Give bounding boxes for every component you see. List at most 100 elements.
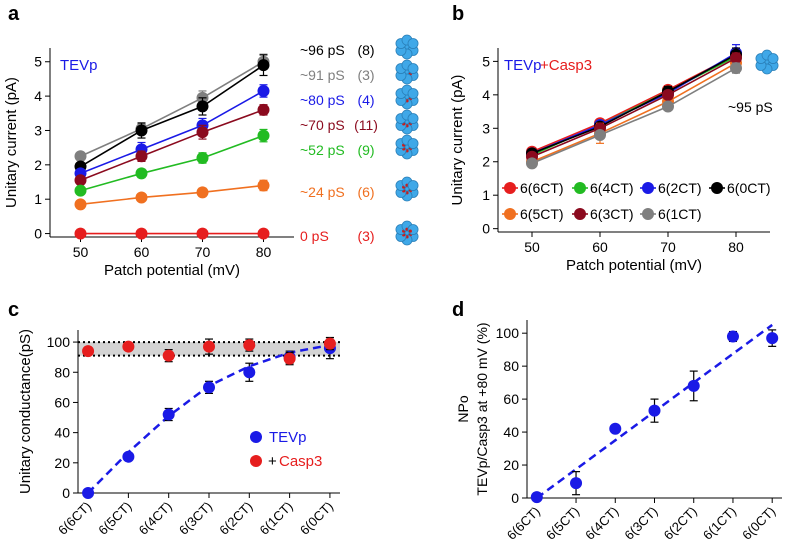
- series-n-6: (3): [357, 228, 374, 244]
- channel-icon-5-subunit: [407, 180, 419, 191]
- x-category-label: 6(3CT): [176, 499, 215, 538]
- legend-swatch-marker: [504, 208, 516, 220]
- panel-letter-d: d: [452, 299, 464, 321]
- series-n-2: (4): [357, 92, 374, 108]
- y-tick-label: 20: [503, 457, 519, 473]
- y-tick-label: 0: [511, 490, 519, 506]
- data-point-tevp: [122, 450, 135, 463]
- legend-prefix-casp3: +: [268, 453, 277, 470]
- panel-letter-c: c: [8, 299, 19, 321]
- x-axis-title: Patch potential (mV): [104, 262, 240, 279]
- data-point: [609, 422, 622, 435]
- legend: TEVp + Casp3: [250, 429, 322, 470]
- legend-swatch-marker: [642, 182, 654, 194]
- series-line-0: [80, 61, 264, 157]
- x-category-label: 6(2CT): [661, 504, 700, 543]
- data-point-casp3: [283, 352, 296, 365]
- x-category-label: 6(0CT): [297, 499, 336, 538]
- y-tick-label: 80: [503, 358, 519, 374]
- y-tick-label: 3: [482, 120, 490, 136]
- legend-swatch-marker: [504, 182, 516, 194]
- y-tick-label: 2: [482, 154, 490, 170]
- data-point: [648, 404, 661, 417]
- data-point-4: [196, 151, 209, 164]
- x-tick-label: 80: [256, 244, 272, 260]
- data-point-1: [196, 100, 209, 113]
- y-tick-label: 2: [34, 157, 42, 173]
- legend-label: 6(6CT): [520, 180, 564, 196]
- y-tick-label: 0: [482, 221, 490, 237]
- data-point-3: [135, 150, 148, 163]
- channel-icon-6-ct-mark: [408, 229, 412, 233]
- data-point-casp3: [122, 340, 135, 353]
- y-tick-label: 1: [34, 191, 42, 207]
- data-point-5: [257, 179, 270, 192]
- panel-letter-a: a: [8, 3, 20, 25]
- inset-label-casp3: +Casp3: [540, 57, 592, 74]
- channel-icon-0-subunit: [407, 63, 419, 74]
- data-point-tevp: [162, 408, 175, 421]
- series-label-6: 0 pS: [300, 228, 329, 244]
- data-point: [726, 330, 739, 343]
- legend-label-casp3: Casp3: [279, 453, 322, 470]
- data-point-tevp: [203, 381, 215, 394]
- x-category-label: 6(1CT): [700, 504, 739, 543]
- legend-swatch-marker: [574, 208, 586, 220]
- series-n-0: (3): [357, 67, 374, 83]
- x-tick-label: 50: [73, 244, 89, 260]
- series-line-3: [531, 53, 737, 155]
- channel-icon-6-subunit: [407, 224, 419, 235]
- data-point-5: [135, 191, 148, 204]
- legend-swatch-marker: [711, 182, 723, 194]
- y-tick-label: 4: [482, 87, 490, 103]
- series-n-3: (11): [354, 117, 378, 133]
- legend-label-tevp: TEVp: [269, 429, 307, 446]
- data-point-0: [74, 150, 87, 163]
- x-tick-label: 80: [728, 239, 744, 255]
- series-label-3: ~70 pS: [300, 117, 345, 133]
- y-tick-label: 20: [54, 455, 70, 471]
- y-tick-label: 1: [482, 187, 490, 203]
- x-category-label: 6(4CT): [582, 504, 621, 543]
- data-point-casp3: [82, 345, 95, 358]
- data-point-4: [74, 184, 87, 197]
- x-tick-label: 70: [660, 239, 676, 255]
- data-point-6: [74, 227, 87, 240]
- x-tick-label: 50: [524, 239, 540, 255]
- data-point: [766, 332, 779, 345]
- legend-swatch-marker: [574, 182, 586, 194]
- legend-swatch-marker: [642, 208, 654, 220]
- data-point-4: [135, 167, 148, 180]
- y-tick-label: 80: [54, 364, 70, 380]
- channel-icon-b-subunit: [767, 53, 779, 64]
- legend-label: 6(1CT): [658, 206, 702, 222]
- series-label-5: ~24 pS: [300, 184, 345, 200]
- legend-label: 6(3CT): [590, 206, 634, 222]
- x-category-label: 6(0CT): [739, 504, 778, 543]
- data-point-5: [196, 186, 209, 199]
- data-point-1: [257, 59, 270, 72]
- y-tick-label: 40: [503, 424, 519, 440]
- data-point-6: [730, 62, 742, 75]
- series-line-6: [531, 67, 737, 165]
- y-axis-title-line1: NPo: [455, 395, 471, 422]
- data-point-6: [526, 157, 538, 170]
- panel-letter-b: b: [452, 3, 464, 25]
- legend-label: 6(2CT): [658, 180, 702, 196]
- y-tick-label: 3: [34, 122, 42, 138]
- series-line-5: [531, 57, 737, 158]
- channel-icon-2-subunit: [407, 88, 419, 99]
- y-tick-label: 60: [54, 394, 70, 410]
- series-n-4: (9): [357, 142, 374, 158]
- series-line-1: [80, 64, 264, 168]
- channel-icon-4-subunit: [407, 138, 419, 149]
- y-axis-title: Unitary current (pA): [3, 77, 20, 208]
- data-point: [687, 379, 700, 392]
- series-line-3: [80, 109, 264, 182]
- data-point-2: [257, 84, 270, 97]
- data-point-3: [257, 103, 270, 116]
- y-tick-label: 100: [496, 325, 520, 341]
- y-axis-title: Unitary conductance(pS): [17, 329, 34, 494]
- y-axis-title-line2: TEVp/Casp3 at +80 mV (%): [474, 322, 490, 495]
